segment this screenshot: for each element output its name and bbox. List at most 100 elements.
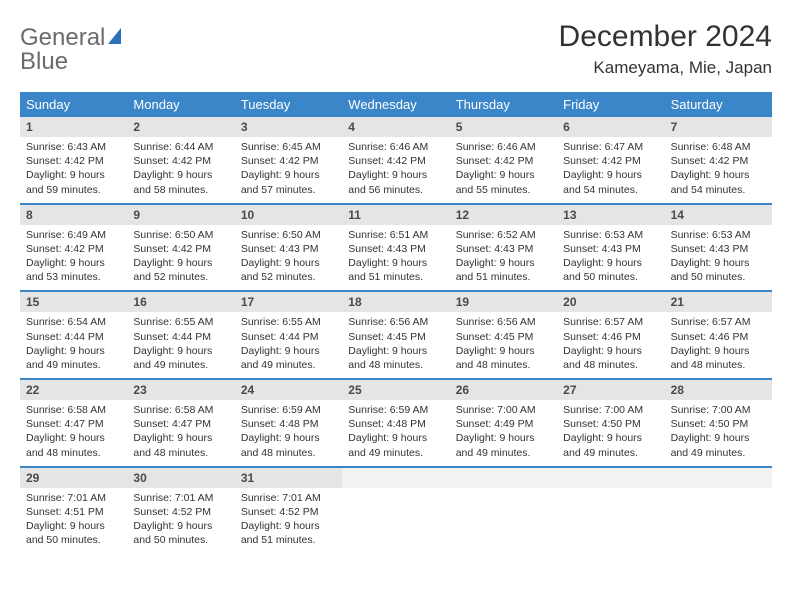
daylight-text: Daylight: 9 hours and 49 minutes.: [563, 431, 658, 459]
calendar-day-cell: 30Sunrise: 7:01 AMSunset: 4:52 PMDayligh…: [127, 468, 234, 554]
day-details: Sunrise: 6:57 AMSunset: 4:46 PMDaylight:…: [557, 312, 664, 378]
day-details: Sunrise: 6:45 AMSunset: 4:42 PMDaylight:…: [235, 137, 342, 203]
sunrise-text: Sunrise: 6:51 AM: [348, 228, 443, 242]
sunrise-text: Sunrise: 6:55 AM: [133, 315, 228, 329]
calendar-day-cell: 15Sunrise: 6:54 AMSunset: 4:44 PMDayligh…: [20, 292, 127, 378]
sunset-text: Sunset: 4:43 PM: [456, 242, 551, 256]
calendar-day-cell: [450, 468, 557, 554]
calendar-day-cell: 6Sunrise: 6:47 AMSunset: 4:42 PMDaylight…: [557, 117, 664, 203]
day-details: Sunrise: 7:00 AMSunset: 4:50 PMDaylight:…: [665, 400, 772, 466]
day-details: Sunrise: 6:55 AMSunset: 4:44 PMDaylight:…: [127, 312, 234, 378]
daylight-text: Daylight: 9 hours and 58 minutes.: [133, 168, 228, 196]
day-details: Sunrise: 7:00 AMSunset: 4:49 PMDaylight:…: [450, 400, 557, 466]
sunrise-text: Sunrise: 7:00 AM: [456, 403, 551, 417]
calendar-day-cell: 12Sunrise: 6:52 AMSunset: 4:43 PMDayligh…: [450, 205, 557, 291]
day-details: Sunrise: 7:01 AMSunset: 4:51 PMDaylight:…: [20, 488, 127, 554]
daylight-text: Daylight: 9 hours and 48 minutes.: [133, 431, 228, 459]
calendar-day-cell: 17Sunrise: 6:55 AMSunset: 4:44 PMDayligh…: [235, 292, 342, 378]
sunset-text: Sunset: 4:48 PM: [348, 417, 443, 431]
calendar-day-cell: 3Sunrise: 6:45 AMSunset: 4:42 PMDaylight…: [235, 117, 342, 203]
sunrise-text: Sunrise: 6:59 AM: [241, 403, 336, 417]
sunset-text: Sunset: 4:42 PM: [671, 154, 766, 168]
calendar-day-cell: 11Sunrise: 6:51 AMSunset: 4:43 PMDayligh…: [342, 205, 449, 291]
calendar-day-cell: 2Sunrise: 6:44 AMSunset: 4:42 PMDaylight…: [127, 117, 234, 203]
sunrise-text: Sunrise: 6:52 AM: [456, 228, 551, 242]
calendar-day-cell: 28Sunrise: 7:00 AMSunset: 4:50 PMDayligh…: [665, 380, 772, 466]
empty-day: [557, 468, 664, 488]
daylight-text: Daylight: 9 hours and 51 minutes.: [241, 519, 336, 547]
day-number: 5: [450, 117, 557, 137]
sunrise-text: Sunrise: 6:53 AM: [563, 228, 658, 242]
calendar-day-cell: 4Sunrise: 6:46 AMSunset: 4:42 PMDaylight…: [342, 117, 449, 203]
calendar-week-row: 22Sunrise: 6:58 AMSunset: 4:47 PMDayligh…: [20, 378, 772, 466]
day-details: Sunrise: 6:58 AMSunset: 4:47 PMDaylight:…: [127, 400, 234, 466]
calendar-day-cell: 21Sunrise: 6:57 AMSunset: 4:46 PMDayligh…: [665, 292, 772, 378]
calendar-day-cell: [665, 468, 772, 554]
day-number: 22: [20, 380, 127, 400]
sunset-text: Sunset: 4:43 PM: [671, 242, 766, 256]
sunset-text: Sunset: 4:46 PM: [563, 330, 658, 344]
sunrise-text: Sunrise: 6:54 AM: [26, 315, 121, 329]
sunset-text: Sunset: 4:42 PM: [26, 154, 121, 168]
day-details: Sunrise: 7:01 AMSunset: 4:52 PMDaylight:…: [127, 488, 234, 554]
day-details: Sunrise: 6:50 AMSunset: 4:42 PMDaylight:…: [127, 225, 234, 291]
calendar-header-row: SundayMondayTuesdayWednesdayThursdayFrid…: [20, 92, 772, 117]
day-header: Monday: [127, 92, 234, 117]
day-header: Saturday: [665, 92, 772, 117]
daylight-text: Daylight: 9 hours and 49 minutes.: [456, 431, 551, 459]
calendar-day-cell: 20Sunrise: 6:57 AMSunset: 4:46 PMDayligh…: [557, 292, 664, 378]
day-details: Sunrise: 6:48 AMSunset: 4:42 PMDaylight:…: [665, 137, 772, 203]
sunrise-text: Sunrise: 7:01 AM: [26, 491, 121, 505]
day-number: 18: [342, 292, 449, 312]
calendar-day-cell: 13Sunrise: 6:53 AMSunset: 4:43 PMDayligh…: [557, 205, 664, 291]
day-number: 6: [557, 117, 664, 137]
sunrise-text: Sunrise: 6:47 AM: [563, 140, 658, 154]
empty-day: [450, 468, 557, 488]
day-details: Sunrise: 6:57 AMSunset: 4:46 PMDaylight:…: [665, 312, 772, 378]
day-header: Thursday: [450, 92, 557, 117]
brand-word2: Blue: [20, 48, 68, 75]
sunrise-text: Sunrise: 6:55 AM: [241, 315, 336, 329]
day-number: 29: [20, 468, 127, 488]
calendar-day-cell: 24Sunrise: 6:59 AMSunset: 4:48 PMDayligh…: [235, 380, 342, 466]
sunset-text: Sunset: 4:44 PM: [26, 330, 121, 344]
sunrise-text: Sunrise: 6:46 AM: [456, 140, 551, 154]
sunrise-text: Sunrise: 6:56 AM: [456, 315, 551, 329]
daylight-text: Daylight: 9 hours and 49 minutes.: [348, 431, 443, 459]
day-details: Sunrise: 6:47 AMSunset: 4:42 PMDaylight:…: [557, 137, 664, 203]
day-details: Sunrise: 6:54 AMSunset: 4:44 PMDaylight:…: [20, 312, 127, 378]
daylight-text: Daylight: 9 hours and 50 minutes.: [26, 519, 121, 547]
day-number: 8: [20, 205, 127, 225]
day-details: Sunrise: 7:01 AMSunset: 4:52 PMDaylight:…: [235, 488, 342, 554]
sunrise-text: Sunrise: 6:48 AM: [671, 140, 766, 154]
day-details: Sunrise: 6:52 AMSunset: 4:43 PMDaylight:…: [450, 225, 557, 291]
day-header: Sunday: [20, 92, 127, 117]
day-details: Sunrise: 6:59 AMSunset: 4:48 PMDaylight:…: [342, 400, 449, 466]
day-number: 10: [235, 205, 342, 225]
day-number: 16: [127, 292, 234, 312]
daylight-text: Daylight: 9 hours and 50 minutes.: [563, 256, 658, 284]
sunrise-text: Sunrise: 6:57 AM: [671, 315, 766, 329]
calendar-week-row: 15Sunrise: 6:54 AMSunset: 4:44 PMDayligh…: [20, 290, 772, 378]
calendar-day-cell: 22Sunrise: 6:58 AMSunset: 4:47 PMDayligh…: [20, 380, 127, 466]
sunset-text: Sunset: 4:45 PM: [456, 330, 551, 344]
daylight-text: Daylight: 9 hours and 50 minutes.: [133, 519, 228, 547]
sunrise-text: Sunrise: 6:45 AM: [241, 140, 336, 154]
location-label: Kameyama, Mie, Japan: [559, 58, 772, 78]
day-number: 24: [235, 380, 342, 400]
sunset-text: Sunset: 4:51 PM: [26, 505, 121, 519]
sunset-text: Sunset: 4:44 PM: [133, 330, 228, 344]
sunrise-text: Sunrise: 6:50 AM: [133, 228, 228, 242]
daylight-text: Daylight: 9 hours and 50 minutes.: [671, 256, 766, 284]
day-number: 20: [557, 292, 664, 312]
daylight-text: Daylight: 9 hours and 48 minutes.: [348, 344, 443, 372]
sunset-text: Sunset: 4:44 PM: [241, 330, 336, 344]
calendar-week-row: 8Sunrise: 6:49 AMSunset: 4:42 PMDaylight…: [20, 203, 772, 291]
daylight-text: Daylight: 9 hours and 52 minutes.: [133, 256, 228, 284]
day-number: 21: [665, 292, 772, 312]
sunset-text: Sunset: 4:42 PM: [563, 154, 658, 168]
page-header: General Blue December 2024 Kameyama, Mie…: [20, 20, 772, 78]
day-number: 31: [235, 468, 342, 488]
daylight-text: Daylight: 9 hours and 48 minutes.: [456, 344, 551, 372]
sunset-text: Sunset: 4:42 PM: [348, 154, 443, 168]
